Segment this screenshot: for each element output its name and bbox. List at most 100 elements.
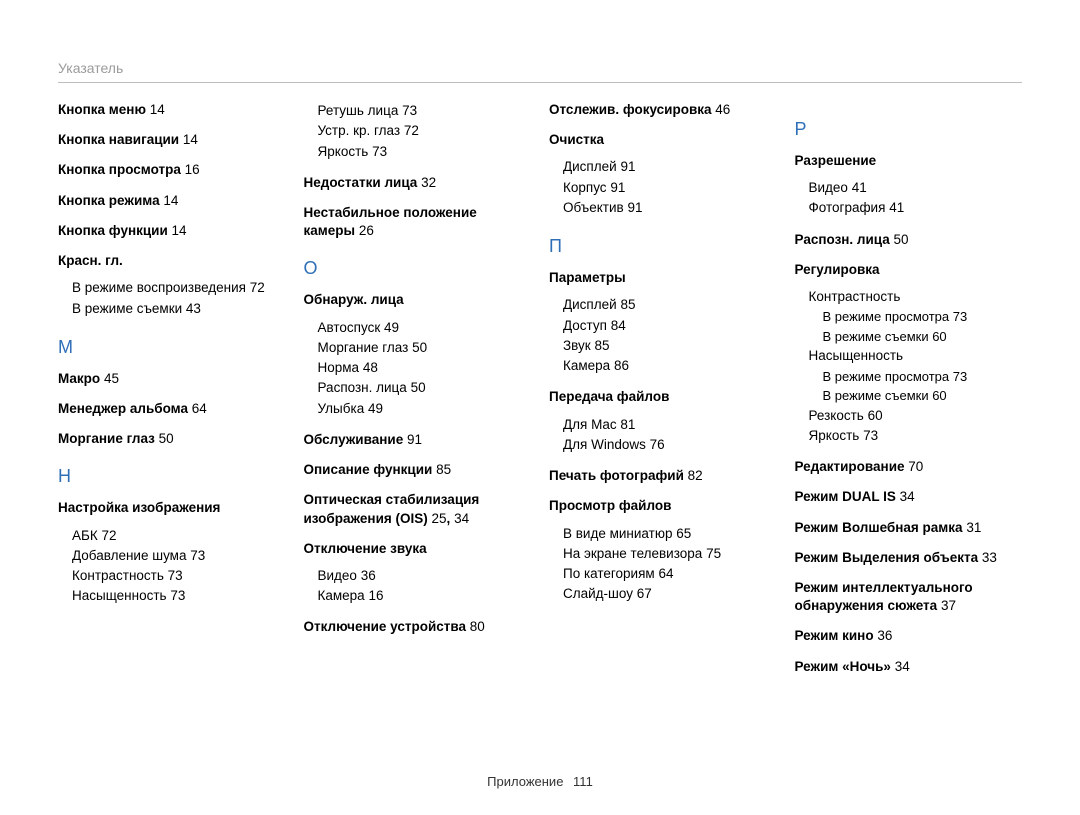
index-entry[interactable]: Режим кино 36: [795, 627, 1023, 645]
index-sub-item[interactable]: Яркость 73: [795, 426, 1023, 446]
index-sub-item[interactable]: Яркость 73: [304, 142, 532, 162]
index-sub-label: Моргание глаз: [318, 340, 409, 355]
index-entry[interactable]: Моргание глаз 50: [58, 430, 286, 448]
index-sub-item[interactable]: Дисплей 85: [549, 295, 777, 315]
index-entry[interactable]: Печать фотографий 82: [549, 467, 777, 485]
index-sub-item[interactable]: Фотография 41: [795, 198, 1023, 218]
index-entry[interactable]: Кнопка меню 14: [58, 101, 286, 119]
index-entry[interactable]: Распозн. лица 50: [795, 231, 1023, 249]
index-entry-page: 36: [877, 628, 892, 643]
index-entry[interactable]: Кнопка функции 14: [58, 222, 286, 240]
index-sub-label: Доступ: [563, 318, 607, 333]
index-sub-item[interactable]: В режиме съемки 43: [58, 299, 286, 319]
index-sub-page: 85: [594, 338, 609, 353]
index-entry[interactable]: Обнаруж. лица: [304, 291, 532, 309]
index-entry-label: Макро: [58, 371, 100, 386]
index-subsub-item[interactable]: В режиме просмотра 73: [795, 367, 1023, 387]
index-entry[interactable]: Параметры: [549, 269, 777, 287]
index-entry[interactable]: Режим Выделения объекта 33: [795, 549, 1023, 567]
index-entry-page: 80: [470, 619, 485, 634]
index-entry-page: 14: [183, 132, 198, 147]
index-sub-item[interactable]: Устр. кр. глаз 72: [304, 121, 532, 141]
index-sub-page: 73: [953, 369, 967, 384]
index-sub-item[interactable]: Насыщенность 73: [58, 586, 286, 606]
index-sub-item[interactable]: По категориям 64: [549, 564, 777, 584]
index-entry[interactable]: Передача файлов: [549, 388, 777, 406]
index-sub-item[interactable]: Доступ 84: [549, 316, 777, 336]
index-sub-label: В режиме съемки: [823, 329, 929, 344]
index-entry[interactable]: Настройка изображения: [58, 499, 286, 517]
index-sub-item[interactable]: В виде миниатюр 65: [549, 524, 777, 544]
index-entry[interactable]: Разрешение: [795, 152, 1023, 170]
index-sub-item[interactable]: Насыщенность: [795, 346, 1023, 366]
index-sub-page: 72: [404, 123, 419, 138]
index-entry[interactable]: Описание функции 85: [304, 461, 532, 479]
index-sub-item[interactable]: Дисплей 91: [549, 157, 777, 177]
index-sub-label: Звук: [563, 338, 591, 353]
index-entry[interactable]: Кнопка режима 14: [58, 192, 286, 210]
index-entry[interactable]: Очистка: [549, 131, 777, 149]
index-entry-page: 34: [895, 659, 910, 674]
index-entry[interactable]: Отслежив. фокусировка 46: [549, 101, 777, 119]
index-sub-item[interactable]: Звук 85: [549, 336, 777, 356]
index-subgroup: Видео 36Камера 16: [304, 566, 532, 607]
index-sub-item[interactable]: Видео 36: [304, 566, 532, 586]
index-sub-item[interactable]: Распозн. лица 50: [304, 378, 532, 398]
index-sub-item[interactable]: Для Mac 81: [549, 415, 777, 435]
index-entry[interactable]: Оптическая стабилизация изображения (OIS…: [304, 491, 532, 527]
index-entry[interactable]: Кнопка просмотра 16: [58, 161, 286, 179]
index-sub-item[interactable]: Ретушь лица 73: [304, 101, 532, 121]
index-sub-item[interactable]: Камера 86: [549, 356, 777, 376]
index-entry[interactable]: Макро 45: [58, 370, 286, 388]
index-entry[interactable]: Режим DUAL IS 34: [795, 488, 1023, 506]
index-subsub-item[interactable]: В режиме просмотра 73: [795, 307, 1023, 327]
index-sub-item[interactable]: Добавление шума 73: [58, 546, 286, 566]
index-sub-label: Яркость: [318, 144, 369, 159]
index-subsub-item[interactable]: В режиме съемки 60: [795, 386, 1023, 406]
index-sub-page: 16: [368, 588, 383, 603]
index-letter-heading: О: [304, 258, 532, 279]
index-sub-item[interactable]: На экране телевизора 75: [549, 544, 777, 564]
index-sub-page: 73: [190, 548, 205, 563]
index-sub-item[interactable]: Резкость 60: [795, 406, 1023, 426]
index-sub-item[interactable]: Объектив 91: [549, 198, 777, 218]
index-entry[interactable]: Нестабильное положение камеры 26: [304, 204, 532, 240]
index-entry[interactable]: Регулировка: [795, 261, 1023, 279]
index-sub-item[interactable]: Видео 41: [795, 178, 1023, 198]
index-sub-item[interactable]: В режиме воспроизведения 72: [58, 278, 286, 298]
index-sub-item[interactable]: Норма 48: [304, 358, 532, 378]
index-sub-page: 75: [706, 546, 721, 561]
index-sub-page: 73: [953, 309, 967, 324]
index-entry[interactable]: Отключение устройства 80: [304, 618, 532, 636]
index-sub-item[interactable]: Контрастность: [795, 287, 1023, 307]
index-sub-item[interactable]: Камера 16: [304, 586, 532, 606]
index-sub-item[interactable]: Моргание глаз 50: [304, 338, 532, 358]
index-entry-label: Передача файлов: [549, 389, 669, 404]
index-entry[interactable]: Режим Волшебная рамка 31: [795, 519, 1023, 537]
index-sub-item[interactable]: Для Windows 76: [549, 435, 777, 455]
index-entry[interactable]: Редактирование 70: [795, 458, 1023, 476]
index-sub-page: 76: [650, 437, 665, 452]
index-sub-label: Норма: [318, 360, 360, 375]
index-entry-label: Обслуживание: [304, 432, 404, 447]
index-sub-item[interactable]: Улыбка 49: [304, 399, 532, 419]
index-sub-item[interactable]: Корпус 91: [549, 178, 777, 198]
index-entry-label: Недостатки лица: [304, 175, 418, 190]
index-entry[interactable]: Красн. гл.: [58, 252, 286, 270]
index-subsub-item[interactable]: В режиме съемки 60: [795, 327, 1023, 347]
index-sub-item[interactable]: Автоспуск 49: [304, 318, 532, 338]
index-entry-page: 82: [688, 468, 703, 483]
index-entry[interactable]: Обслуживание 91: [304, 431, 532, 449]
index-entry[interactable]: Менеджер альбома 64: [58, 400, 286, 418]
index-entry[interactable]: Режим интеллектуального обнаружения сюже…: [795, 579, 1023, 615]
index-sub-item[interactable]: Контрастность 73: [58, 566, 286, 586]
index-entry[interactable]: Просмотр файлов: [549, 497, 777, 515]
index-entry[interactable]: Режим «Ночь» 34: [795, 658, 1023, 676]
index-entry[interactable]: Недостатки лица 32: [304, 174, 532, 192]
index-entry-label: Отключение звука: [304, 541, 427, 556]
index-entry[interactable]: Отключение звука: [304, 540, 532, 558]
index-sub-item[interactable]: АБК 72: [58, 526, 286, 546]
index-sub-page: 91: [620, 159, 635, 174]
index-sub-item[interactable]: Слайд-шоу 67: [549, 584, 777, 604]
index-entry[interactable]: Кнопка навигации 14: [58, 131, 286, 149]
